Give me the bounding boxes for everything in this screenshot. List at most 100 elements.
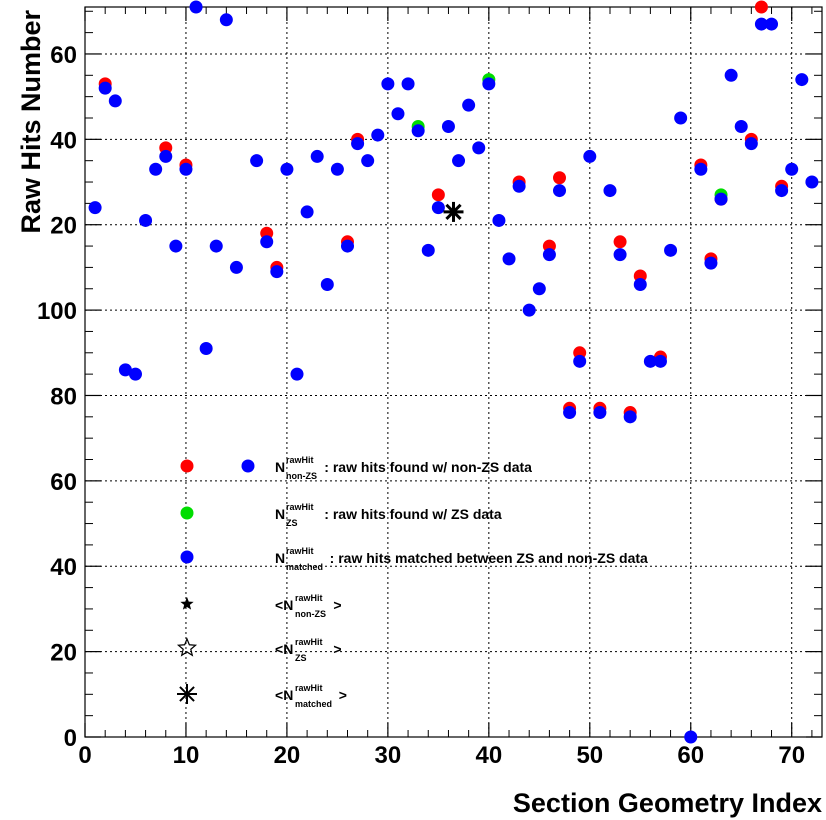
matched-point [431, 201, 445, 215]
y-tick-label: 20 [50, 640, 77, 667]
matched-point [775, 184, 789, 198]
matched-point [724, 68, 738, 82]
matched-point [502, 252, 516, 266]
legend-bracket: < [275, 597, 283, 613]
matched-point [653, 354, 667, 368]
x-tick-label: 30 [375, 742, 402, 769]
legend-bracket: > [339, 687, 347, 703]
matched-point [351, 137, 365, 151]
legend-sup: rawHit [286, 502, 314, 512]
legend-sup: rawHit [286, 546, 314, 556]
legend-subscript: ZS [286, 518, 298, 528]
legend-sup: rawHit [295, 637, 323, 647]
matched-point [159, 149, 173, 163]
matched-point [452, 154, 466, 168]
matched-point [179, 162, 193, 176]
legend-var: N [275, 506, 285, 522]
legend-subscript: matched [295, 699, 332, 709]
legend-sup: rawHit [286, 455, 314, 465]
matched-point [391, 107, 405, 121]
grid-lines [85, 7, 822, 737]
legend-bracket: < [275, 687, 283, 703]
legend-subscript: matched [286, 562, 323, 572]
matched-point [512, 179, 526, 193]
legend-subscript: non-ZS [295, 609, 326, 619]
y-tick-label: 0 [64, 725, 77, 752]
x-tick-label: 20 [274, 742, 301, 769]
matched-point [542, 248, 556, 262]
matched-point [482, 77, 496, 91]
matched-point [209, 239, 223, 253]
legend-label: NrawHit non-ZS : raw hits found w/ non-ZS… [275, 455, 532, 481]
legend-subscript: non-ZS [286, 471, 317, 481]
matched-point [603, 184, 617, 198]
legend-entry: NrawHit ZS : raw hits found w/ ZS data [180, 502, 502, 528]
matched-point [754, 17, 768, 31]
matched-point [219, 13, 233, 27]
x-axis-label: Section Geometry Index [513, 788, 822, 818]
matched-point [643, 354, 657, 368]
matched-point [795, 73, 809, 87]
matched-point [613, 248, 627, 262]
x-tick-label: 0 [78, 742, 91, 769]
matched-point [684, 730, 698, 744]
non-zs-point [553, 171, 567, 185]
data-points [88, 0, 819, 744]
matched-point [290, 367, 304, 381]
matched-point [98, 81, 112, 95]
x-tick-label: 60 [677, 742, 704, 769]
y-tick-label: 60 [50, 469, 77, 496]
matched-point [553, 184, 567, 198]
y-tick-label: 100 [37, 298, 77, 325]
matched-point [260, 235, 274, 249]
legend-label: <N rawHit non-ZS > [275, 593, 342, 619]
legend-filled-star [180, 597, 194, 610]
legend-sup: rawHit [295, 683, 323, 693]
legend-entry: NrawHit non-ZS : raw hits found w/ non-ZS… [180, 455, 532, 481]
matched-point [532, 282, 546, 296]
y-tick-label: 40 [50, 554, 77, 581]
plot-frame [84, 6, 823, 738]
matched-point [472, 141, 486, 155]
matched-point [169, 239, 183, 253]
mean-matched-point [443, 201, 464, 222]
matched-point [522, 303, 536, 317]
legend-label: NrawHit ZS : raw hits found w/ ZS data [275, 502, 502, 528]
matched-point [563, 406, 577, 420]
legend-label: <N rawHit ZS > [275, 637, 342, 663]
matched-point [381, 77, 395, 91]
matched-point [199, 342, 213, 356]
legend-description: : raw hits found w/ non-ZS data [320, 459, 532, 475]
matched-point [250, 154, 264, 168]
matched-point [664, 243, 678, 257]
matched-point [330, 162, 344, 176]
legend-entry: <N rawHit ZS > [176, 637, 342, 663]
matched-point [492, 213, 506, 227]
legend-var: N [283, 641, 293, 657]
matched-point [149, 162, 163, 176]
matched-point [340, 239, 354, 253]
matched-point [310, 149, 324, 163]
x-tick-label: 40 [475, 742, 502, 769]
asterisk-stroke [179, 686, 195, 702]
legend-bracket: > [333, 641, 341, 657]
legend-sup: rawHit [295, 593, 323, 603]
matched-point [734, 120, 748, 134]
matched-point [421, 243, 435, 257]
y-tick-label: 20 [50, 213, 77, 240]
matched-point [300, 205, 314, 219]
legend-description: : raw hits found w/ ZS data [320, 506, 501, 522]
matched-point [714, 192, 728, 206]
legend-open-star [176, 637, 198, 657]
legend-entry: <N rawHit matched > [177, 683, 347, 709]
legend-asterisk [177, 684, 197, 704]
matched-point [633, 277, 647, 291]
legend-entry: NrawHit matched : raw hits matched betwee… [180, 546, 648, 572]
matched-point [704, 256, 718, 270]
y-tick-label: 80 [50, 383, 77, 410]
tick-labels: 0 10 20 30 40 50 60 70 0 20 40 60 80 100 20 40 60 [37, 42, 805, 769]
matched-point [139, 213, 153, 227]
legend-label: <N rawHit matched > [275, 683, 347, 709]
matched-point [573, 354, 587, 368]
